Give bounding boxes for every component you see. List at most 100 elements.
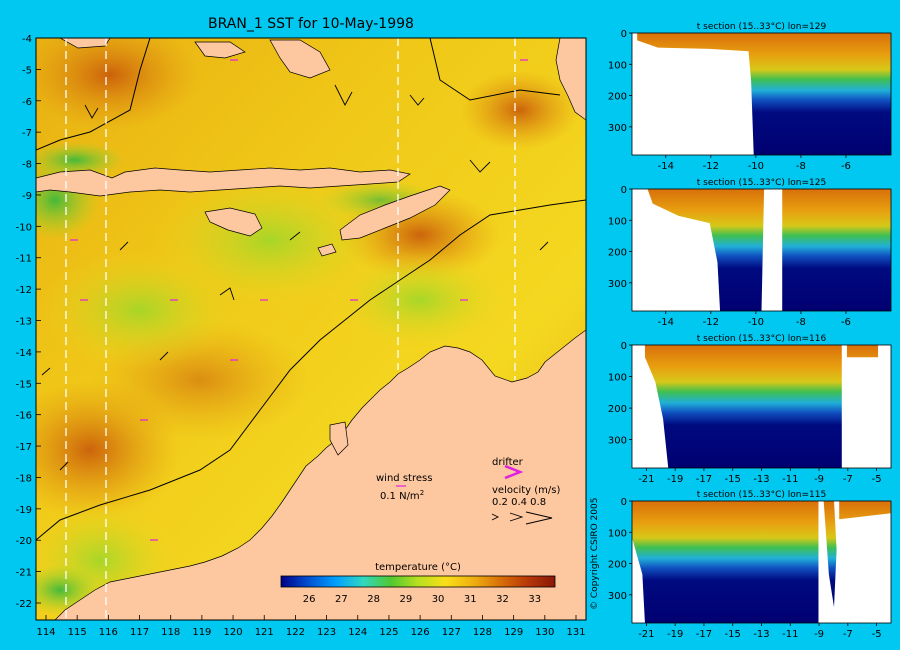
north-island-2: [194, 41, 246, 59]
colorbar-tick-label: 28: [367, 594, 380, 605]
section-x-tick-label: -14: [658, 317, 674, 328]
australia-landmass: [54, 329, 586, 620]
map-y-tick-label: -21: [16, 568, 32, 579]
temperature-section: [644, 345, 879, 468]
map-x-tick-label: 118: [161, 627, 180, 638]
map-x-tick-label: 119: [192, 627, 211, 638]
drifter-arrow-icon: [504, 464, 524, 480]
colorbar-tick-label: 29: [399, 594, 412, 605]
colorbar-ticks: 26 27 28 29 30 31 32 33: [303, 594, 541, 605]
section-y-tick-label: 100: [608, 373, 627, 384]
depth-contour-east: [429, 38, 561, 101]
sumba-island: [204, 207, 263, 237]
wind-stress-legend: wind stress 0.1 N/m2: [376, 473, 432, 502]
section-y-tick-label: 200: [608, 560, 627, 571]
map-y-tick-label: -4: [22, 34, 32, 45]
colorbar-tick-label: 26: [303, 594, 316, 605]
map-y-tick-label: -22: [16, 599, 32, 610]
map-y-tick-label: -6: [22, 97, 32, 108]
section-y-tick-label: 0: [621, 497, 627, 508]
section-x-tick-label: -21: [638, 629, 654, 640]
velocity-ticks: [70, 59, 528, 541]
map-y-tick-label: -18: [16, 473, 32, 484]
section-frame: [631, 32, 892, 156]
section-x-tick-label: -14: [658, 161, 674, 172]
section-x-tick-label: -15: [725, 474, 741, 485]
section-lines: [65, 38, 516, 620]
colorbar: temperature (°C) 26 27 28 29 30 31 32 33: [280, 562, 556, 605]
map-axes: 114 115 116 117 118 119 120 121 122 123 124 125 126 1…: [16, 34, 586, 638]
temperature-section: [647, 189, 891, 311]
map-x-tick-label: 127: [442, 627, 461, 638]
map-x-tick-label: 124: [348, 627, 367, 638]
section-x-tick-label: -13: [753, 474, 769, 485]
section-y-tick-label: 0: [621, 341, 627, 352]
section-y-tick-label: 300: [608, 591, 627, 602]
drifter-label: drifter: [492, 457, 524, 468]
map-x-tick-label: 128: [473, 627, 492, 638]
section-y-tick-label: 300: [608, 279, 627, 290]
section-x-tick-label: -8: [796, 317, 806, 328]
velocity-arrows-icon: [491, 511, 553, 525]
section-y-tick-label: 0: [621, 29, 627, 40]
map-frame: [35, 37, 587, 621]
section-y-tick-label: 0: [621, 185, 627, 196]
depth-contour: [36, 199, 586, 541]
map-y-tick-label: -17: [16, 442, 32, 453]
temperature-section: [632, 501, 891, 623]
section-y-tick-label: 300: [608, 123, 627, 134]
map-x-tick-label: 125: [379, 627, 398, 638]
section-x-tick-label: -15: [725, 629, 741, 640]
colorbar-tick-label: 33: [528, 594, 541, 605]
rote-island: [317, 243, 337, 257]
map-y-tick-label: -15: [16, 379, 32, 390]
map-y-tick-label: -9: [22, 191, 32, 202]
main-map: BRAN_1 SST for 10-May-1998: [16, 16, 587, 638]
section-panel-4: t section (15..33°C) lon=115 0 100 200 300 -2…: [608, 490, 892, 640]
map-x-tick-label: 115: [68, 627, 87, 638]
section-panel-2: t section (15..33°C) lon=125 0 100 200 300 -1…: [608, 178, 892, 328]
section-frame: [631, 188, 892, 312]
map-y-tick-label: -14: [16, 348, 32, 359]
map-y-tick-label: -10: [16, 222, 32, 233]
section-x-tick-label: -9: [814, 629, 824, 640]
new-guinea-coast: [555, 38, 586, 121]
section-x-tick-label: -5: [872, 629, 882, 640]
sst-field: [36, 38, 586, 620]
map-y-tick-label: -20: [16, 536, 32, 547]
map-x-tick-label: 129: [504, 627, 523, 638]
wind-arrows: [41, 84, 549, 471]
map-x-tick-label: 126: [411, 627, 430, 638]
section-y-tick-label: 100: [608, 528, 627, 539]
section-panel-1: t section (15..33°C) lon=129 0 100 200 300 -1…: [608, 22, 892, 172]
wind-stress-label: wind stress: [376, 473, 432, 484]
section-title: t section (15..33°C) lon=115: [697, 490, 826, 500]
section-x-tick-label: -13: [753, 629, 769, 640]
section-x-tick-label: -17: [696, 474, 712, 485]
section-x-tick-label: -19: [667, 474, 683, 485]
map-x-tick-label: 116: [99, 627, 118, 638]
section-x-tick-label: -9: [814, 474, 824, 485]
section-x-tick-label: -7: [843, 474, 853, 485]
map-y-tick-label: -8: [22, 160, 32, 171]
section-x-tick-label: -8: [796, 161, 806, 172]
section-y-tick-label: 100: [608, 60, 627, 71]
section-x-tick-label: -21: [638, 474, 654, 485]
wind-scale-text: 0.1 N/m2: [380, 489, 424, 502]
map-y-tick-label: -11: [16, 254, 32, 265]
section-title: t section (15..33°C) lon=129: [697, 22, 827, 32]
section-title: t section (15..33°C) lon=125: [697, 178, 826, 188]
section-y-tick-label: 200: [608, 404, 627, 415]
map-y-tick-label: -16: [16, 411, 32, 422]
island-chain: [36, 167, 411, 197]
section-x-tick-label: -7: [843, 629, 853, 640]
section-x-tick-label: -12: [703, 317, 719, 328]
map-title: BRAN_1 SST for 10-May-1998: [208, 16, 414, 32]
map-x-tick-label: 114: [36, 627, 55, 638]
colorbar-tick-label: 30: [432, 594, 445, 605]
section-y-tick-label: 200: [608, 248, 627, 259]
map-x-tick-label: 131: [566, 627, 585, 638]
map-x-tick-label: 121: [255, 627, 274, 638]
section-y-tick-label: 100: [608, 216, 627, 227]
